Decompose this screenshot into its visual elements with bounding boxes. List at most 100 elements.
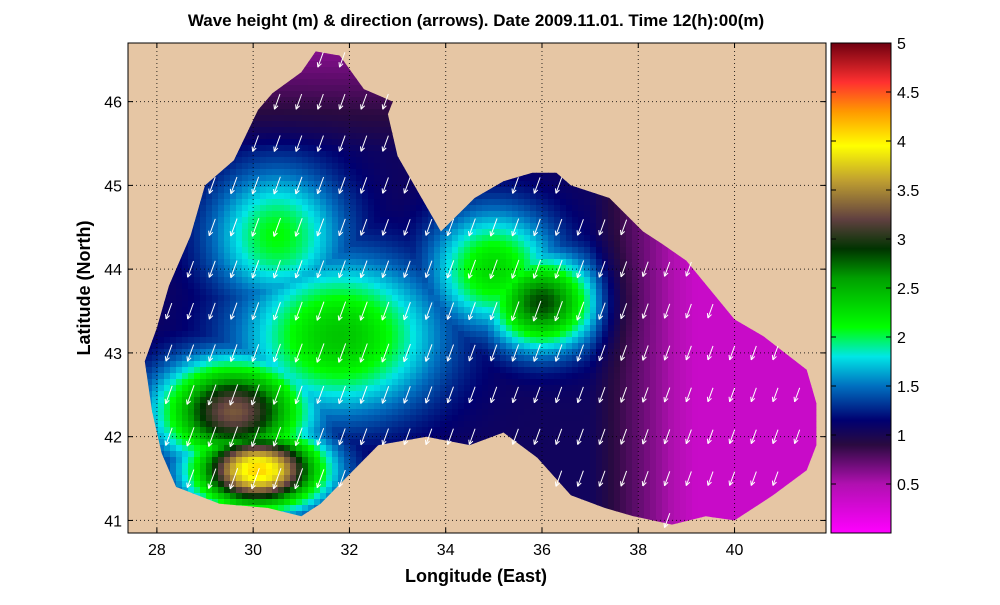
heat-cell: [224, 499, 231, 506]
heat-cell: [482, 211, 489, 218]
heat-cell: [434, 301, 441, 308]
heat-cell: [482, 421, 489, 428]
heat-cell: [368, 265, 375, 272]
heat-cell: [158, 331, 165, 338]
heat-cell: [320, 79, 327, 86]
heat-cell: [332, 127, 339, 134]
heat-cell: [266, 253, 273, 260]
heat-cell: [308, 145, 315, 152]
heat-cell: [212, 433, 219, 440]
heat-cell: [320, 229, 327, 236]
heat-cell: [338, 319, 345, 326]
heat-cell: [218, 319, 225, 326]
heat-cell: [278, 235, 285, 242]
heat-cell: [398, 247, 405, 254]
heat-cell: [212, 289, 219, 296]
heat-cell: [218, 295, 225, 302]
heat-cell: [146, 349, 153, 356]
heat-cell: [398, 403, 405, 410]
heat-cell: [308, 211, 315, 218]
heat-cell: [248, 145, 255, 152]
heat-cell: [302, 175, 309, 182]
heat-cell: [248, 421, 255, 428]
heat-cell: [194, 217, 201, 224]
heat-cell: [392, 403, 399, 410]
heat-cell: [314, 469, 321, 476]
heat-cell: [374, 157, 381, 164]
heat-cell: [410, 223, 417, 230]
heat-cell: [200, 235, 207, 242]
heat-cell: [386, 157, 393, 164]
heat-cell: [470, 205, 477, 212]
heat-cell: [404, 403, 411, 410]
heat-cell: [344, 217, 351, 224]
heat-cell: [308, 109, 315, 116]
heat-cell: [200, 331, 207, 338]
heat-cell: [362, 199, 369, 206]
heat-cell: [314, 373, 321, 380]
heat-cell: [176, 409, 183, 416]
heat-cell: [368, 331, 375, 338]
heat-cell: [344, 85, 351, 92]
heat-cell: [470, 319, 477, 326]
heat-cell: [380, 151, 387, 158]
heat-cell: [176, 283, 183, 290]
heat-cell: [290, 181, 297, 188]
heat-cell: [254, 121, 261, 128]
heat-cell: [422, 253, 429, 260]
heat-cell: [194, 331, 201, 338]
heat-cell: [152, 361, 159, 368]
heat-cell: [338, 253, 345, 260]
heat-cell: [254, 265, 261, 272]
heat-cell: [278, 91, 285, 98]
heat-cell: [314, 391, 321, 398]
heat-cell: [308, 253, 315, 260]
heat-cell: [416, 409, 423, 416]
heat-cell: [218, 325, 225, 332]
heat-cell: [488, 277, 495, 284]
heat-cell: [182, 367, 189, 374]
heat-cell: [464, 397, 471, 404]
heat-cell: [272, 505, 279, 512]
heat-cell: [332, 139, 339, 146]
heat-cell: [230, 427, 237, 434]
heat-cell: [266, 97, 273, 104]
heat-cell: [428, 295, 435, 302]
heat-cell: [212, 463, 219, 470]
heat-cell: [320, 145, 327, 152]
heat-cell: [338, 469, 345, 476]
heat-cell: [350, 457, 357, 464]
heat-cell: [212, 421, 219, 428]
heat-cell: [278, 127, 285, 134]
heat-cell: [266, 481, 273, 488]
heat-cell: [194, 337, 201, 344]
heat-cell: [248, 337, 255, 344]
heat-cell: [296, 109, 303, 116]
heat-cell: [314, 409, 321, 416]
heat-cell: [278, 175, 285, 182]
heat-cell: [164, 325, 171, 332]
heat-cell: [266, 427, 273, 434]
heat-cell: [260, 361, 267, 368]
heat-cell: [476, 379, 483, 386]
heat-cell: [206, 205, 213, 212]
heat-cell: [224, 253, 231, 260]
heat-cell: [170, 295, 177, 302]
heat-cell: [284, 469, 291, 476]
heat-cell: [344, 133, 351, 140]
heat-cell: [344, 229, 351, 236]
heat-cell: [392, 427, 399, 434]
heat-cell: [176, 307, 183, 314]
heat-cell: [314, 385, 321, 392]
heat-cell: [326, 469, 333, 476]
heat-cell: [344, 103, 351, 110]
heat-cell: [308, 355, 315, 362]
heat-cell: [290, 289, 297, 296]
heat-cell: [146, 385, 153, 392]
heat-cell: [332, 451, 339, 458]
heat-cell: [194, 421, 201, 428]
heat-cell: [236, 487, 243, 494]
heat-cell: [302, 127, 309, 134]
heat-cell: [332, 67, 339, 74]
heat-cell: [404, 241, 411, 248]
